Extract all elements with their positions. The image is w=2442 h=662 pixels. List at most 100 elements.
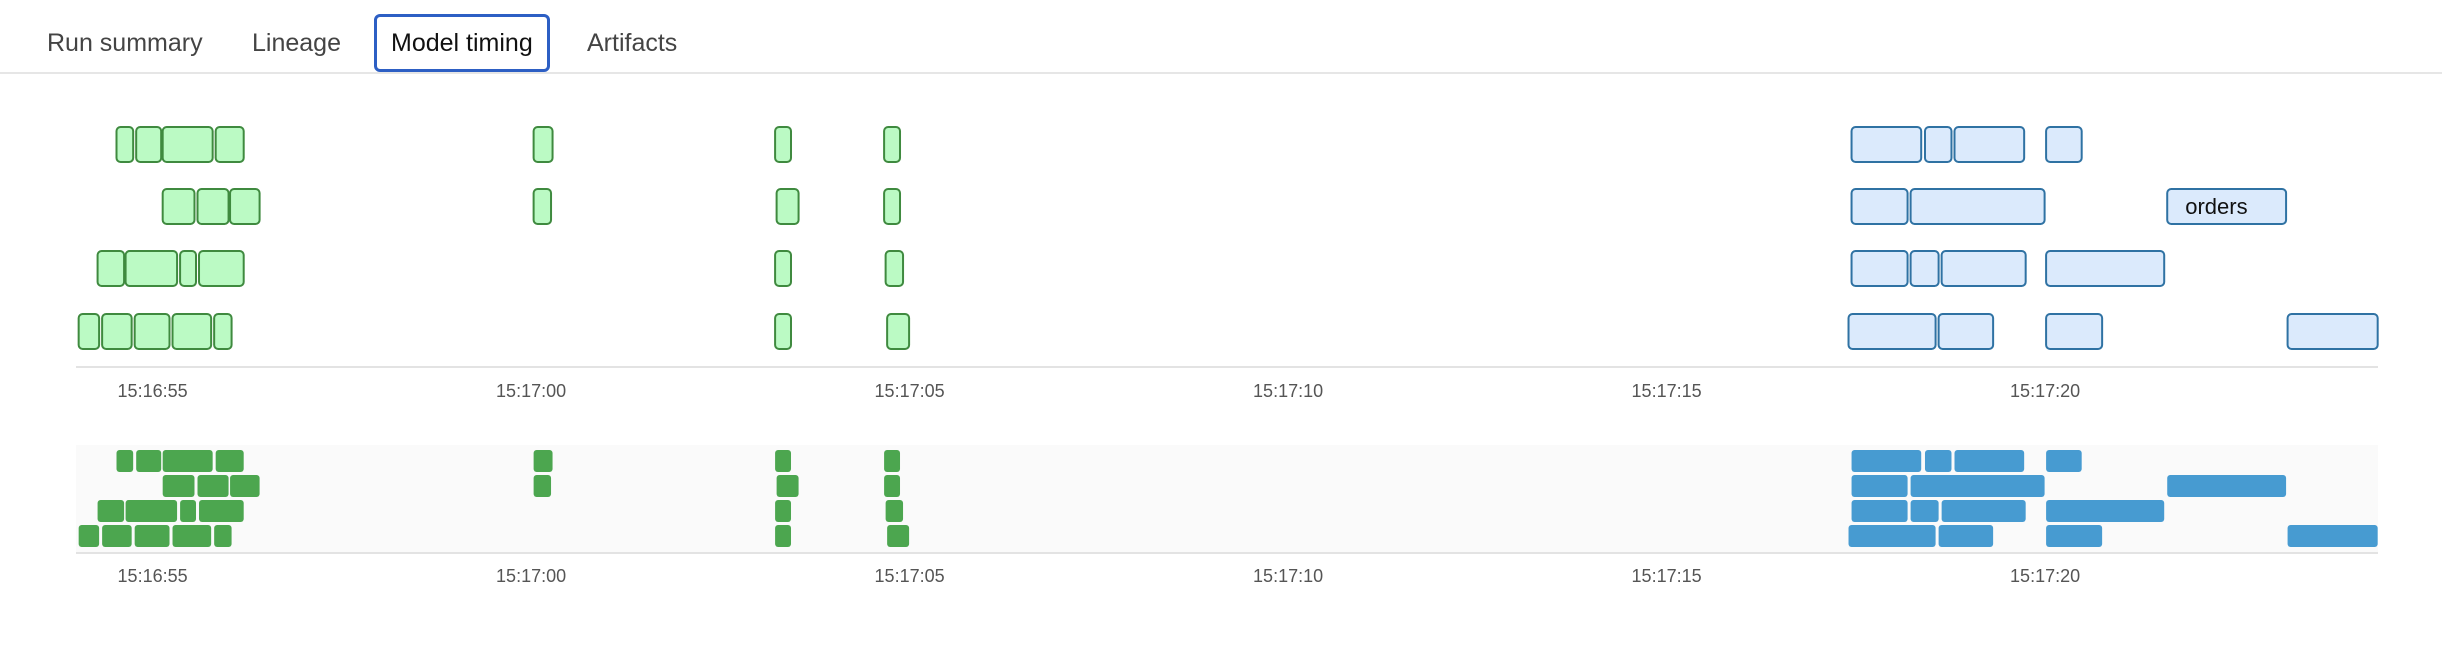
model-bar[interactable] [2286,313,2379,350]
minimap-bar [1851,500,1908,522]
model-bar[interactable] [135,126,163,163]
model-bar[interactable] [532,126,554,163]
model-bar[interactable] [161,188,196,225]
minimap-bar [884,475,901,497]
minimap-brush-area[interactable] [76,445,2378,553]
tab-bar: Run summary Lineage Model timing Artifac… [0,0,2442,74]
minimap-bar [1848,525,1936,547]
model-bar[interactable] [884,250,905,287]
model-bar[interactable] [196,188,230,225]
minimap-bar [102,525,132,547]
minimap-bar [199,500,244,522]
minimap-bar [884,450,901,472]
minimap-bar [887,525,910,547]
model-bar-label: orders [2185,194,2247,219]
minimap-bar [2287,525,2378,547]
model-bar[interactable] [774,250,793,287]
model-bar[interactable] [1937,313,1995,350]
minimap-bar [162,450,213,472]
minimap-bar [214,525,232,547]
minimap-bar [533,450,553,472]
axis-tick-label: 15:16:55 [118,381,188,401]
model-bar[interactable] [101,313,133,350]
main-axis-ticks: 15:16:55 15:17:00 15:17:05 15:17:10 15:17:15… [118,381,2081,401]
model-bar[interactable] [1909,250,1940,287]
minimap-bar [136,450,162,472]
model-bar[interactable] [1953,126,2026,163]
model-bar[interactable] [161,126,214,163]
minimap-bar [78,525,100,547]
minimap-bar [1851,450,1922,472]
model-bar[interactable] [2045,250,2166,287]
minimap-bar [1910,475,2045,497]
minimap-bar [1941,500,2026,522]
minimap-bar [533,475,552,497]
model-bar[interactable] [213,313,233,350]
model-bar[interactable] [775,188,800,225]
model-bar[interactable] [171,313,213,350]
model-bar[interactable] [2045,126,2083,163]
minimap-bar [172,525,212,547]
minimap-bar [1910,500,1939,522]
minimap-bar [197,475,229,497]
minimap-axis-ticks: 15:16:55 15:17:00 15:17:05 15:17:10 15:17:15… [118,566,2081,586]
tab-model-timing[interactable]: Model timing [374,14,550,72]
model-bar[interactable] [1850,250,1909,287]
axis-tick-label: 15:17:15 [1632,381,1702,401]
minimap-bar [2167,475,2287,497]
model-bar[interactable] [774,313,793,350]
minimap-bar [180,500,197,522]
model-bar[interactable] [2166,188,2288,225]
model-bar[interactable] [883,126,902,163]
model-bar[interactable] [2045,313,2104,350]
model-bar[interactable] [115,126,135,163]
minimap-bar [2046,525,2103,547]
model-bar[interactable] [124,250,179,287]
timeline-minimap [78,450,2378,547]
minimap-bar [2046,450,2082,472]
model-bar[interactable] [883,188,902,225]
model-bar[interactable] [229,188,261,225]
axis-tick-label: 15:17:00 [496,381,566,401]
model-bar[interactable] [1847,313,1937,350]
model-bar[interactable] [1940,250,2027,287]
axis-tick-label: 15:16:55 [118,566,188,586]
minimap-bar [1938,525,1994,547]
model-bar[interactable] [214,126,245,163]
minimap-bar [775,450,792,472]
minimap-bar [2046,500,2165,522]
minimap-bar [116,450,134,472]
model-bar[interactable] [532,188,553,225]
model-bar[interactable] [774,126,793,163]
minimap-bar [776,475,799,497]
axis-tick-label: 15:17:00 [496,566,566,586]
model-bar[interactable] [886,313,911,350]
model-bar[interactable] [1850,126,1923,163]
axis-tick-label: 15:17:15 [1632,566,1702,586]
model-bar[interactable] [77,313,101,350]
axis-tick-label: 15:17:20 [2010,381,2080,401]
tab-run-summary[interactable]: Run summary [47,29,203,57]
model-bar[interactable] [179,250,198,287]
minimap-bar [1851,475,1908,497]
minimap-bar [97,500,125,522]
timeline-main: orders [77,126,2379,350]
model-bar[interactable] [1909,188,2046,225]
tab-artifacts[interactable]: Artifacts [587,29,678,57]
minimap-bar [134,525,170,547]
axis-tick-label: 15:17:10 [1253,381,1323,401]
minimap-bar [775,500,792,522]
model-bar[interactable] [1850,188,1909,225]
model-bar[interactable] [96,250,126,287]
model-bar[interactable] [133,313,171,350]
axis-tick-label: 15:17:05 [875,381,945,401]
axis-tick-label: 15:17:10 [1253,566,1323,586]
model-bar[interactable] [1923,126,1953,163]
tab-lineage[interactable]: Lineage [252,29,341,57]
model-bar[interactable] [198,250,245,287]
minimap-bar [1954,450,2025,472]
minimap-bar [125,500,178,522]
minimap-bar [1924,450,1952,472]
axis-tick-label: 15:17:05 [875,566,945,586]
